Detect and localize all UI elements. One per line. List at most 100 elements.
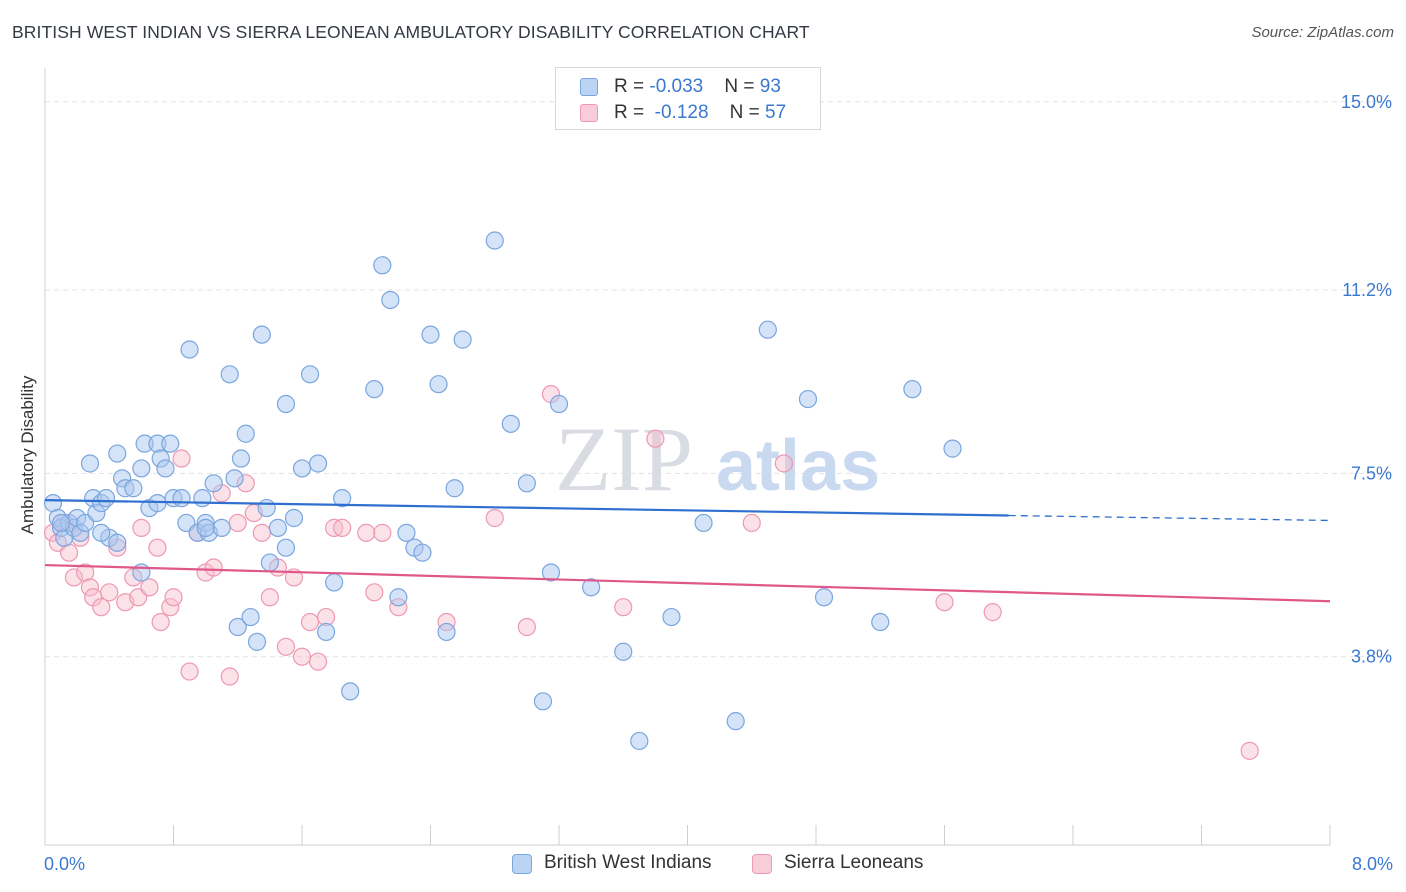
r-label: R = bbox=[614, 102, 650, 123]
data-point-british-west-indian bbox=[333, 489, 352, 508]
data-point-sierra-leonean bbox=[164, 588, 183, 607]
n-value: 93 bbox=[759, 76, 781, 97]
data-point-british-west-indian bbox=[798, 389, 818, 409]
trend-lines bbox=[44, 499, 1331, 603]
series-british-west-indians bbox=[43, 231, 962, 751]
legend-swatch-blue bbox=[512, 854, 532, 874]
data-point-british-west-indian bbox=[260, 553, 279, 572]
data-point-british-west-indian bbox=[124, 479, 143, 498]
data-point-british-west-indian bbox=[276, 538, 296, 557]
data-point-british-west-indian bbox=[108, 533, 127, 552]
r-label: R = bbox=[614, 76, 650, 97]
chart-title: BRITISH WEST INDIAN VS SIERRA LEONEAN AM… bbox=[12, 22, 810, 42]
data-point-british-west-indian bbox=[172, 489, 191, 508]
data-point-british-west-indian bbox=[268, 518, 288, 537]
r-value: -0.128 bbox=[654, 102, 709, 123]
trend-line-british-west-indians bbox=[44, 499, 1009, 517]
data-point-sierra-leonean bbox=[92, 598, 111, 617]
n-label: N = bbox=[724, 76, 760, 97]
data-point-sierra-leonean bbox=[100, 583, 119, 602]
watermark-atlas: atlas bbox=[716, 426, 880, 506]
data-point-british-west-indian bbox=[252, 325, 271, 344]
data-point-sierra-leonean bbox=[485, 508, 504, 528]
data-point-british-west-indian bbox=[758, 320, 777, 339]
tick-labels: 3.8% 7.5% 11.2% 15.0% 0.0% 8.0% bbox=[44, 92, 1393, 874]
data-point-sierra-leonean bbox=[180, 662, 199, 681]
y-tick-label: 15.0% bbox=[1341, 92, 1392, 112]
data-point-sierra-leonean bbox=[172, 449, 191, 468]
data-point-british-west-indian bbox=[871, 612, 890, 632]
data-point-british-west-indian bbox=[501, 414, 520, 433]
data-point-british-west-indian bbox=[814, 588, 834, 607]
data-point-british-west-indian bbox=[108, 444, 127, 463]
legend-swatch-pink bbox=[580, 104, 598, 122]
legend-label: Sierra Leoneans bbox=[784, 852, 924, 873]
series-sierra-leoneans bbox=[43, 385, 1259, 760]
data-point-british-west-indian bbox=[614, 642, 633, 661]
data-point-british-west-indian bbox=[204, 474, 223, 493]
data-point-sierra-leonean bbox=[276, 637, 296, 656]
data-point-british-west-indian bbox=[541, 563, 561, 582]
x-tick-label: 8.0% bbox=[1352, 854, 1393, 874]
data-point-british-west-indian bbox=[284, 508, 304, 528]
data-point-sierra-leonean bbox=[333, 518, 352, 537]
data-point-british-west-indian bbox=[225, 469, 244, 488]
data-point-british-west-indian bbox=[726, 712, 745, 731]
data-point-sierra-leonean bbox=[357, 523, 376, 542]
data-point-british-west-indian bbox=[582, 578, 601, 597]
data-point-sierra-leonean bbox=[161, 598, 180, 617]
axes bbox=[44, 68, 1331, 846]
data-point-british-west-indian bbox=[316, 622, 336, 642]
data-point-british-west-indian bbox=[903, 380, 922, 399]
data-point-british-west-indian bbox=[80, 454, 100, 473]
legend-swatch-pink bbox=[752, 854, 772, 874]
data-point-british-west-indian bbox=[276, 394, 296, 414]
data-point-british-west-indian bbox=[341, 682, 360, 701]
data-point-british-west-indian bbox=[325, 573, 344, 592]
data-point-sierra-leonean bbox=[132, 518, 151, 537]
data-point-british-west-indian bbox=[193, 489, 212, 508]
data-point-sierra-leonean bbox=[365, 583, 384, 602]
data-point-british-west-indian bbox=[485, 231, 504, 250]
data-point-british-west-indian bbox=[257, 498, 276, 518]
trend-line-british-west-indians-extension bbox=[1008, 514, 1331, 522]
data-point-british-west-indian bbox=[292, 459, 312, 478]
data-point-british-west-indian bbox=[533, 692, 553, 711]
data-point-british-west-indian bbox=[132, 459, 151, 478]
data-point-sierra-leonean bbox=[151, 612, 170, 632]
data-point-british-west-indian bbox=[413, 543, 432, 562]
data-point-british-west-indian bbox=[437, 622, 456, 642]
data-point-british-west-indian bbox=[630, 731, 649, 751]
data-point-sierra-leonean bbox=[300, 612, 320, 632]
data-point-british-west-indian bbox=[662, 607, 681, 627]
data-point-sierra-leonean bbox=[260, 588, 279, 607]
watermark-zip: ZIP bbox=[555, 408, 693, 510]
legend-label: British West Indians bbox=[544, 852, 712, 873]
n-value: 57 bbox=[765, 102, 787, 123]
data-point-british-west-indian bbox=[236, 424, 255, 443]
data-point-british-west-indian bbox=[161, 434, 180, 453]
data-point-sierra-leonean bbox=[220, 667, 239, 686]
data-point-british-west-indian bbox=[156, 459, 175, 478]
data-point-sierra-leonean bbox=[742, 513, 761, 533]
stats-legend: R = -0.033 N = 93 R = -0.128 N = 57 bbox=[555, 67, 821, 130]
data-point-british-west-indian bbox=[517, 474, 536, 493]
data-point-british-west-indian bbox=[429, 375, 448, 394]
grid-lines bbox=[45, 101, 1392, 658]
data-point-sierra-leonean bbox=[646, 429, 665, 448]
data-point-british-west-indian bbox=[389, 588, 408, 607]
data-point-sierra-leonean bbox=[64, 568, 84, 587]
data-point-british-west-indian bbox=[453, 330, 472, 349]
data-point-sierra-leonean bbox=[983, 603, 1002, 622]
data-point-british-west-indian bbox=[308, 454, 328, 473]
data-point-british-west-indian bbox=[231, 449, 251, 468]
data-point-sierra-leonean bbox=[308, 652, 328, 671]
data-point-british-west-indian bbox=[445, 479, 464, 498]
watermark: ZIP atlas bbox=[555, 408, 880, 510]
data-point-british-west-indian bbox=[365, 380, 384, 399]
y-axis-label: Ambulatory Disability bbox=[18, 375, 37, 535]
data-point-british-west-indian bbox=[421, 325, 440, 344]
trend-line-sierra-leoneans bbox=[44, 563, 1331, 603]
data-point-british-west-indian bbox=[212, 518, 231, 537]
data-point-sierra-leonean bbox=[252, 523, 271, 542]
